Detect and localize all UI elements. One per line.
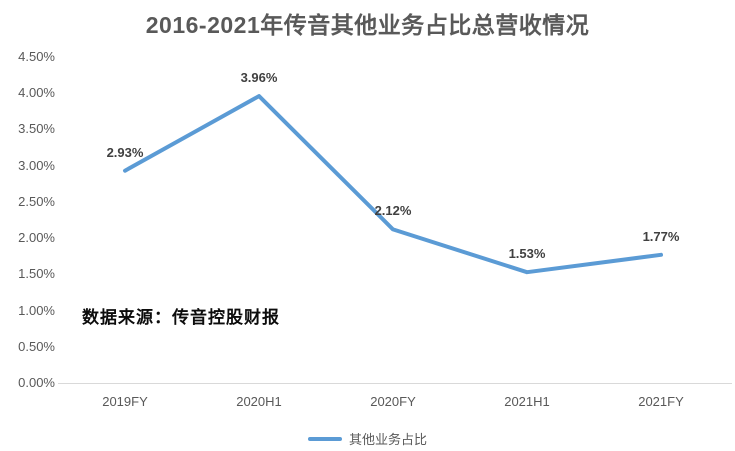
legend: 其他业务占比 <box>0 429 735 448</box>
x-axis-category-label: 2020FY <box>370 394 416 409</box>
source-note: 数据来源：传音控股财报 <box>82 308 280 327</box>
data-point-label: 1.53% <box>508 246 546 262</box>
y-axis-tick-label: 4.50% <box>18 49 55 64</box>
data-point-label: 3.96% <box>240 70 278 86</box>
x-axis-category-label: 2020H1 <box>236 394 282 409</box>
data-point-label: 2.93% <box>106 144 144 160</box>
x-axis-line <box>58 383 732 384</box>
chart-title: 2016-2021年传音其他业务占比总营收情况 <box>145 12 590 38</box>
series-line <box>123 94 663 275</box>
y-axis-tick-label: 3.00% <box>18 157 55 173</box>
x-axis-category-label: 2021FY <box>638 394 684 409</box>
y-axis-tick-label: 0.00% <box>18 375 55 390</box>
legend-label: 其他业务占比 <box>348 432 427 447</box>
y-axis-tick-label: 1.00% <box>18 302 55 318</box>
y-axis-tick-label: 2.00% <box>18 230 55 246</box>
data-point-label: 2.12% <box>374 203 412 219</box>
x-axis-category-label: 2021H1 <box>504 394 550 409</box>
legend-line-marker <box>307 436 342 441</box>
y-axis-tick-label: 3.50% <box>18 121 55 137</box>
data-point-label: 1.77% <box>642 228 680 244</box>
y-axis-tick-label: 0.50% <box>18 338 55 354</box>
y-axis-tick-label: 2.50% <box>18 193 55 209</box>
y-axis-tick-label: 1.50% <box>18 266 55 282</box>
x-axis-category-label: 2019FY <box>102 394 148 409</box>
y-axis-tick-label: 4.00% <box>18 85 55 101</box>
